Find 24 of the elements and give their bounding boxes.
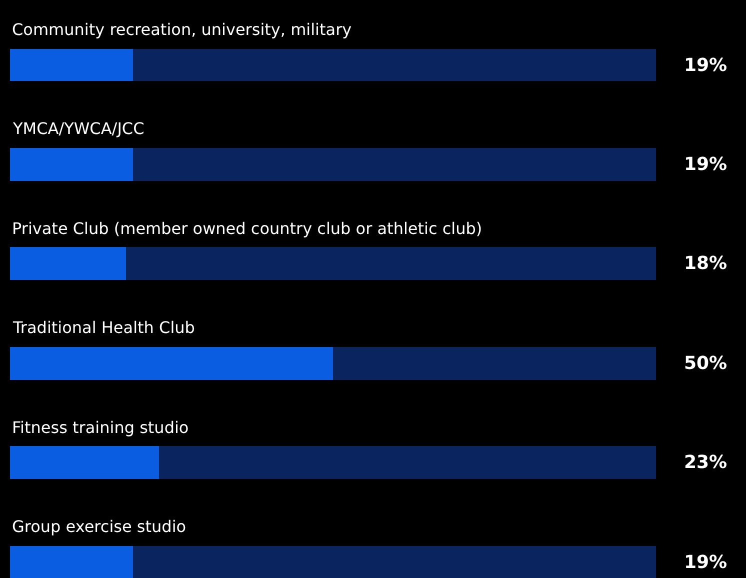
bar (159, 446, 656, 479)
y-tick-label: Traditional Health Club (12, 318, 195, 337)
bar (10, 347, 333, 380)
bar (133, 148, 656, 181)
data-label: 18% (684, 253, 728, 274)
y-tick-label: YMCA/YWCA/JCC (12, 119, 144, 138)
bar (10, 446, 159, 479)
bar (10, 49, 133, 81)
bar (126, 247, 656, 280)
y-tick-label: Group exercise studio (12, 517, 186, 536)
data-label: 19% (684, 55, 728, 76)
bar (133, 49, 656, 81)
bar (10, 247, 126, 280)
data-label: 19% (684, 154, 728, 175)
y-tick-label: Community recreation, university, military (12, 20, 352, 39)
bar (10, 148, 133, 181)
data-label: 23% (684, 452, 728, 473)
data-label: 50% (684, 353, 728, 374)
y-tick-label: Fitness training studio (12, 418, 189, 437)
bar (10, 546, 133, 578)
bar (133, 546, 656, 578)
y-tick-label: Private Club (member owned country club or athletic club) (12, 219, 482, 238)
data-label: 19% (684, 552, 728, 573)
bar (333, 347, 656, 380)
